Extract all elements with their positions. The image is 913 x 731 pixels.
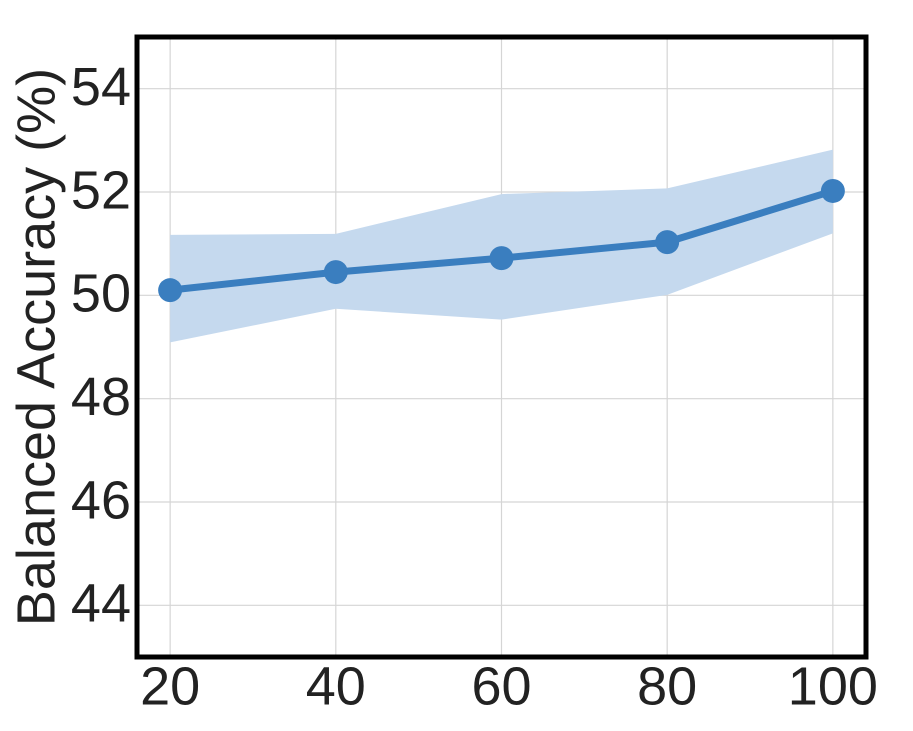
y-tick-label: 44 <box>71 574 131 634</box>
marker <box>323 260 348 285</box>
marker <box>820 178 845 203</box>
error-band <box>170 149 833 343</box>
y-tick-label: 46 <box>71 470 131 530</box>
marker <box>655 230 680 255</box>
x-tick-label: 20 <box>140 656 200 716</box>
y-tick-label: 54 <box>71 57 131 117</box>
y-axis-label: Balanced Accuracy (%) <box>6 68 66 626</box>
x-tick-label: 60 <box>471 656 531 716</box>
x-tick-label: 80 <box>637 656 697 716</box>
x-tick-label: 100 <box>788 656 878 716</box>
y-tick-label: 52 <box>71 160 131 220</box>
x-tick-label: 40 <box>306 656 366 716</box>
marker <box>489 246 514 271</box>
y-tick-label: 50 <box>71 264 131 324</box>
marker <box>158 278 183 303</box>
plot-frame <box>134 34 869 660</box>
y-tick-label: 48 <box>71 367 131 427</box>
